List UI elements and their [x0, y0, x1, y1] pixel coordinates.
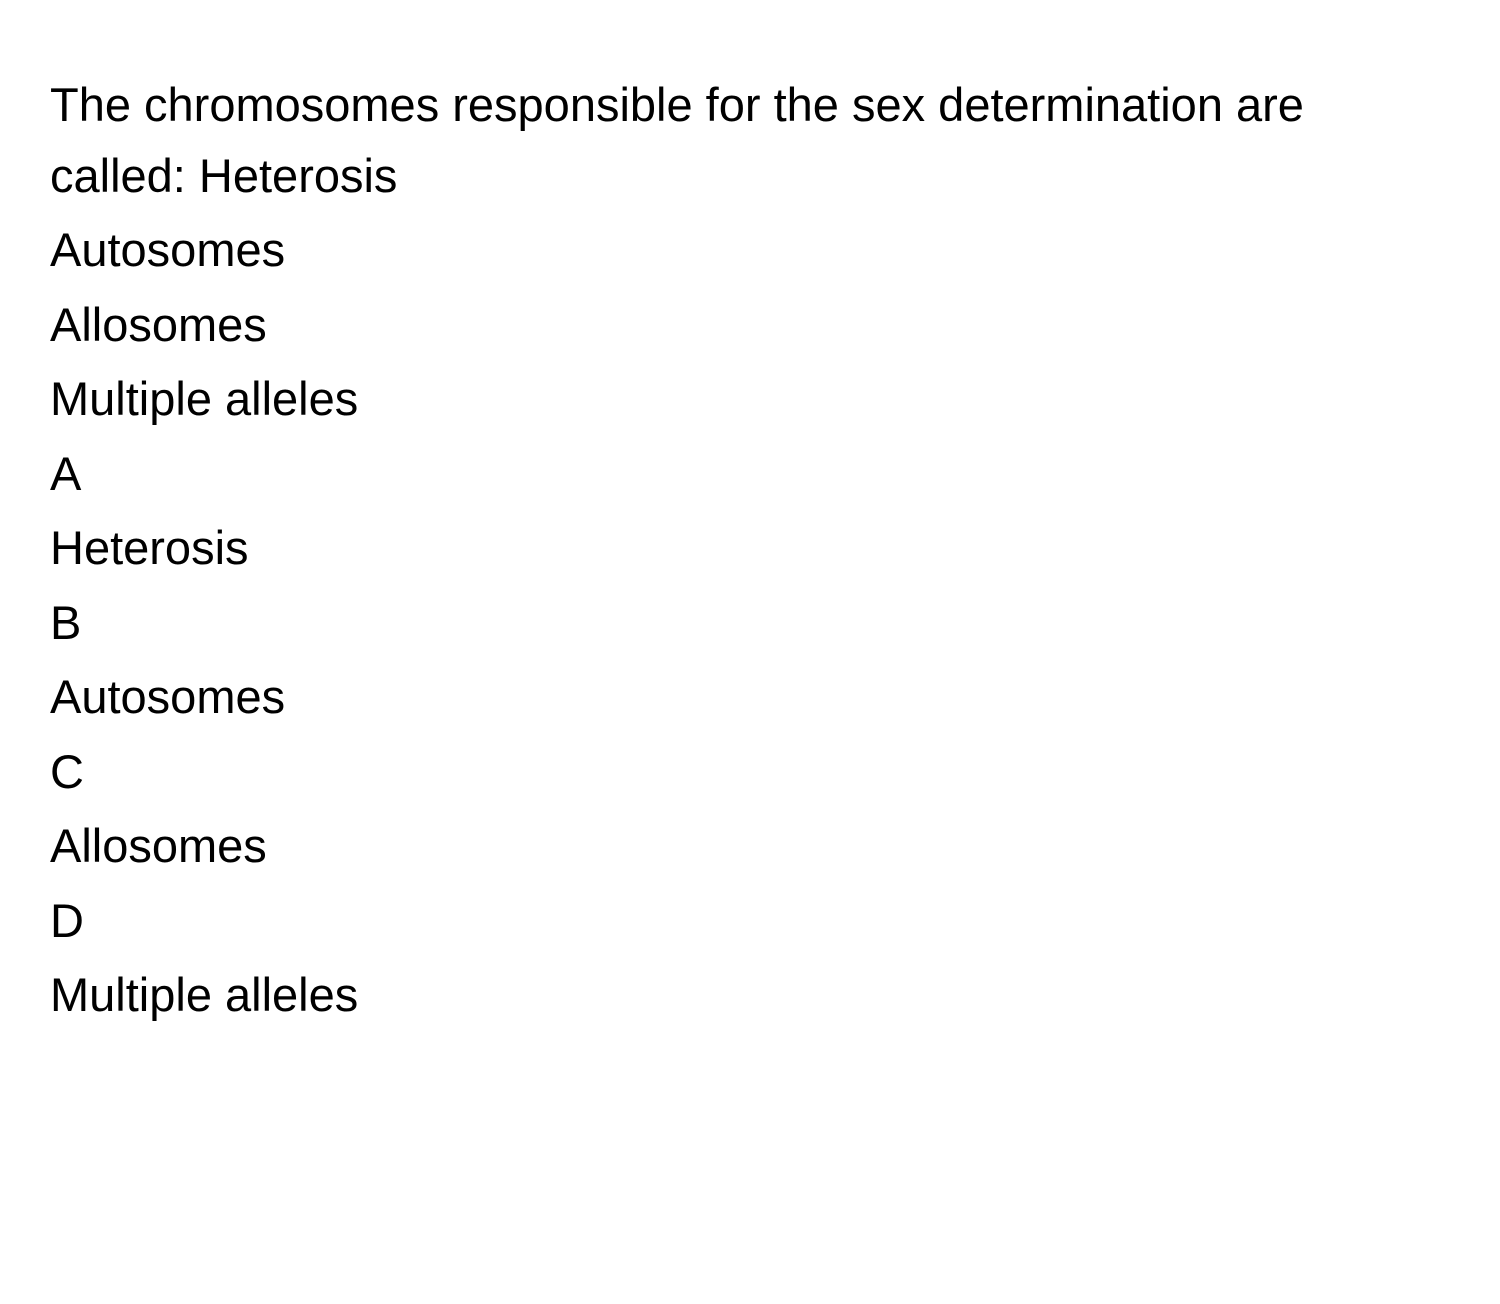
option-text-d: Multiple alleles: [50, 960, 1450, 1031]
option-text-c: Allosomes: [50, 811, 1450, 882]
option-text-a: Heterosis: [50, 513, 1450, 584]
inline-option-3: Multiple alleles: [50, 364, 1450, 435]
option-letter-d: D: [50, 886, 1450, 957]
inline-option-2: Allosomes: [50, 290, 1450, 361]
option-letter-a: A: [50, 439, 1450, 510]
option-letter-c: C: [50, 737, 1450, 808]
question-container: The chromosomes responsible for the sex …: [50, 70, 1450, 1035]
option-text-b: Autosomes: [50, 662, 1450, 733]
question-text: The chromosomes responsible for the sex …: [50, 70, 1450, 211]
inline-option-1: Autosomes: [50, 215, 1450, 286]
option-letter-b: B: [50, 588, 1450, 659]
